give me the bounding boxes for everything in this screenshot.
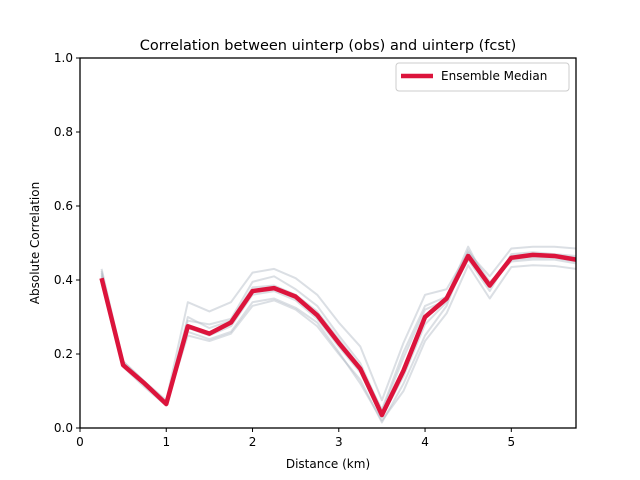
ensemble-member-line-6 <box>100 256 577 418</box>
y-tick-label: 0.6 <box>54 199 73 213</box>
x-tick-label: 5 <box>507 435 515 449</box>
plot-lines <box>99 245 577 424</box>
y-axis-label: Absolute Correlation <box>28 182 42 304</box>
y-tick-label: 0.8 <box>54 125 73 139</box>
x-tick-label: 1 <box>162 435 170 449</box>
legend: Ensemble Median <box>395 62 570 92</box>
x-tick-label: 3 <box>335 435 343 449</box>
ensemble-member-line-1 <box>100 245 577 402</box>
chart-title: Correlation between uinterp (obs) and ui… <box>140 38 517 54</box>
y-tick-label: 0.2 <box>54 347 73 361</box>
y-tick-label: 0.0 <box>54 421 73 435</box>
legend-box <box>395 62 570 92</box>
y-axis-ticks: 0.0 0.2 0.4 0.6 0.8 1.0 <box>54 51 80 435</box>
y-tick-label: 1.0 <box>54 51 73 65</box>
x-axis-ticks: 0 1 2 3 4 5 <box>76 428 515 449</box>
x-axis-label: Distance (km) <box>286 457 370 471</box>
plot-frame <box>79 57 577 429</box>
x-tick-label: 0 <box>76 435 84 449</box>
x-tick-label: 2 <box>249 435 257 449</box>
legend-label-ensemble-median: Ensemble Median <box>441 69 547 83</box>
y-tick-label: 0.4 <box>54 273 73 287</box>
x-tick-label: 4 <box>421 435 429 449</box>
ensemble-median-line <box>99 252 577 418</box>
